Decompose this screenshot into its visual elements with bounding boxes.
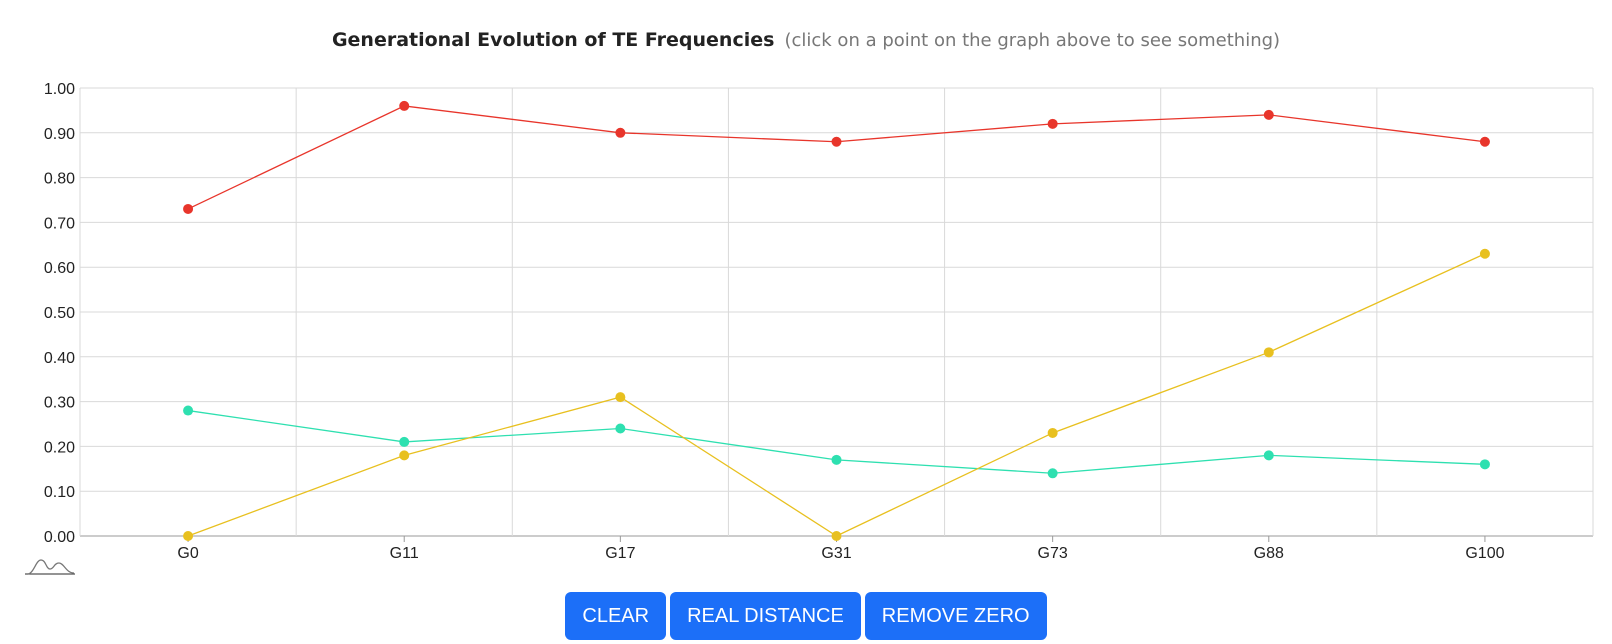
y-tick-label: 0.70 — [44, 215, 75, 232]
x-tick-label: G73 — [1038, 545, 1068, 562]
data-point[interactable] — [183, 203, 194, 214]
data-point[interactable] — [831, 136, 842, 147]
data-point[interactable] — [1479, 459, 1490, 470]
y-tick-label: 0.20 — [44, 439, 75, 456]
data-point[interactable] — [183, 531, 194, 541]
x-tick-label: G88 — [1254, 545, 1284, 562]
data-point[interactable] — [615, 127, 626, 138]
y-tick-label: 0.30 — [44, 395, 75, 412]
data-point[interactable] — [399, 450, 410, 461]
remove-zero-button[interactable]: REMOVE ZERO — [864, 592, 1047, 640]
real-distance-button[interactable]: REAL DISTANCE — [670, 592, 861, 640]
y-tick-label: 0.00 — [44, 529, 75, 546]
data-point[interactable] — [399, 100, 410, 111]
data-point[interactable] — [1047, 427, 1058, 438]
data-point[interactable] — [1479, 248, 1490, 259]
y-tick-label: 0.90 — [44, 126, 75, 143]
data-point[interactable] — [1047, 118, 1058, 129]
series-line-3 — [187, 253, 1486, 537]
chart-subtitle: (click on a point on the graph above to … — [784, 30, 1281, 51]
distribution-curve-icon[interactable] — [24, 556, 76, 576]
data-point[interactable] — [1263, 347, 1274, 358]
x-tick-label: G31 — [821, 545, 851, 562]
y-tick-label: 1.00 — [44, 81, 75, 98]
clear-button[interactable]: CLEAR — [565, 592, 667, 640]
x-tick-label: G17 — [605, 545, 635, 562]
data-point[interactable] — [1479, 136, 1490, 147]
y-tick-label: 0.50 — [44, 305, 75, 322]
data-point[interactable] — [1047, 468, 1058, 479]
data-point[interactable] — [183, 405, 194, 416]
data-point[interactable] — [1263, 450, 1274, 461]
data-point[interactable] — [615, 423, 626, 434]
data-point[interactable] — [831, 454, 842, 465]
data-point[interactable] — [615, 392, 626, 403]
y-tick-label: 0.10 — [44, 484, 75, 501]
y-tick-label: 0.80 — [44, 171, 75, 188]
series-line-1 — [187, 105, 1486, 210]
chart-header: Generational Evolution of TE Frequencies… — [0, 26, 1612, 55]
chart-title: Generational Evolution of TE Frequencies — [331, 29, 775, 51]
line-chart: 0.00 0.10 0.20 0.30 0.40 0.50 0.60 0.70 0.80 0.90… — [44, 81, 1594, 562]
data-point[interactable] — [1263, 109, 1274, 120]
y-tick-label: 0.60 — [44, 260, 75, 277]
x-tick-label: G100 — [1465, 545, 1504, 562]
data-point[interactable] — [831, 531, 842, 541]
button-bar: CLEAR REAL DISTANCE REMOVE ZERO — [0, 592, 1612, 640]
data-point[interactable] — [399, 436, 410, 447]
y-tick-label: 0.40 — [44, 350, 75, 367]
x-tick-label: G11 — [390, 545, 419, 562]
x-tick-label: G0 — [177, 545, 198, 562]
